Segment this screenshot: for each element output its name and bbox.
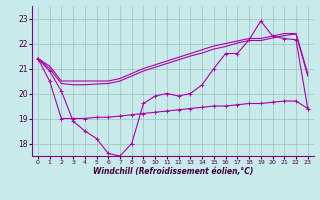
X-axis label: Windchill (Refroidissement éolien,°C): Windchill (Refroidissement éolien,°C) <box>92 167 253 176</box>
